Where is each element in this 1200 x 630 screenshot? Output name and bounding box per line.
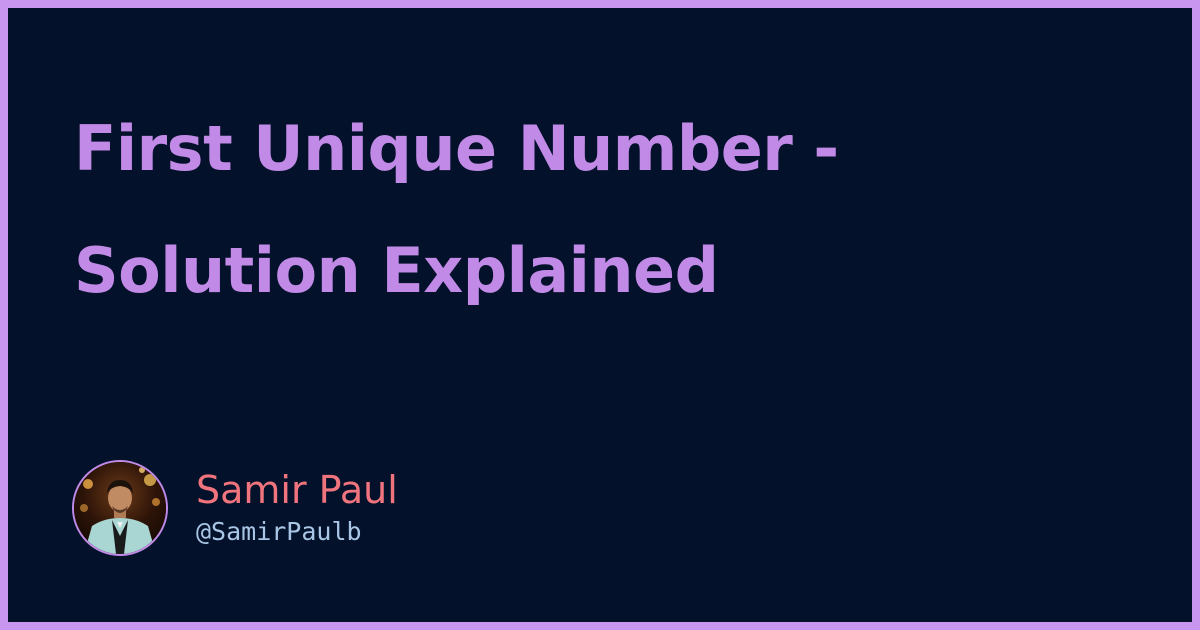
author-text: Samir Paul @SamirPaulb (196, 468, 398, 548)
author-handle: @SamirPaulb (196, 517, 362, 546)
author-block: Samir Paul @SamirPaulb (72, 458, 398, 558)
page-title: First Unique Number - Solution Explained (74, 112, 839, 307)
og-card: First Unique Number - Solution Explained (8, 8, 1192, 622)
author-name: Samir Paul (196, 468, 398, 512)
avatar-portrait (74, 462, 166, 554)
avatar (72, 460, 168, 556)
